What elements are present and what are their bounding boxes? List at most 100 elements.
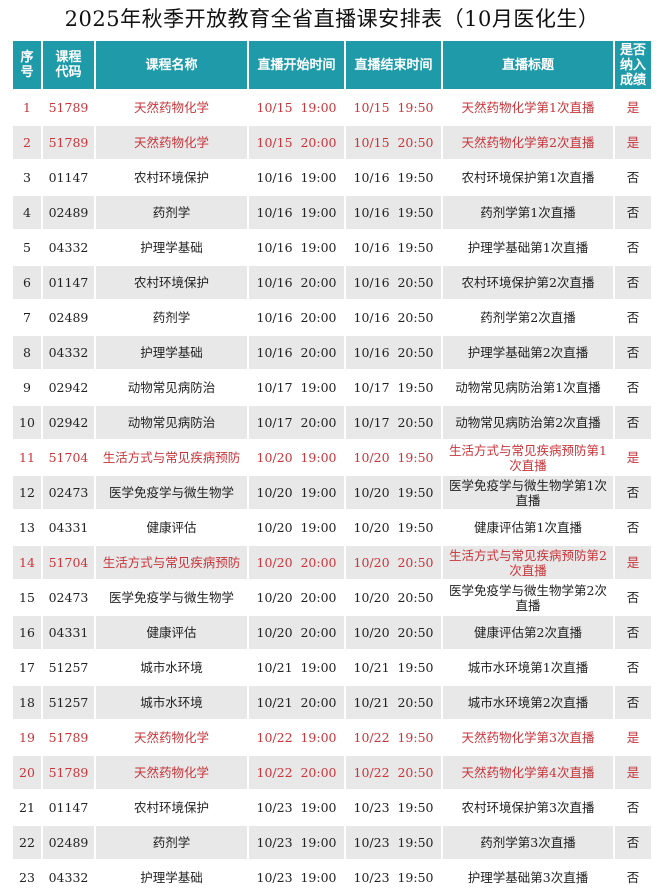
cell-live-title: 药剂学第2次直播 <box>443 301 613 334</box>
cell-end-time: 10/23 19:50 <box>346 861 441 894</box>
header-graded-line: 是否 <box>619 42 646 58</box>
cell-code: 02489 <box>43 826 94 859</box>
cell-graded: 否 <box>615 231 651 264</box>
cell-course-name: 农村环境保护 <box>96 266 247 299</box>
cell-live-title: 城市水环境第2次直播 <box>443 686 613 719</box>
cell-live-title: 天然药物化学第3次直播 <box>443 721 613 754</box>
cell-code: 02942 <box>43 371 94 404</box>
table-row: 7 02489 药剂学 10/16 20:00 10/16 20:50 药剂学第2次直播否 <box>13 301 651 334</box>
cell-graded: 是 <box>615 126 651 159</box>
cell-end-time: 10/20 20:50 <box>346 616 441 649</box>
cell-live-title: 护理学基础第1次直播 <box>443 231 613 264</box>
cell-seq: 21 <box>13 791 41 824</box>
cell-end-time: 10/16 19:50 <box>346 196 441 229</box>
cell-code: 04332 <box>43 231 94 264</box>
cell-graded: 否 <box>615 861 651 894</box>
schedule-table: 序号 课程代码 课程名称 直播开始时间 直播结束时间 直播标题 是否 纳入 成绩 1… <box>11 39 653 896</box>
table-row: 16 04331 健康评估 10/20 20:00 10/20 20:50 健康评估第2次… <box>13 616 651 649</box>
cell-live-title: 护理学基础第3次直播 <box>443 861 613 894</box>
cell-seq: 14 <box>13 546 41 579</box>
cell-seq: 2 <box>13 126 41 159</box>
cell-graded: 否 <box>615 511 651 544</box>
cell-start-time: 10/20 19:00 <box>249 511 344 544</box>
table-row: 12 02473 医学免疫学与微生物学 10/20 19:00 10/20 19:50 医… <box>13 476 651 509</box>
table-row: 23 04332 护理学基础 10/23 19:00 10/23 19:50 护理学基础第… <box>13 861 651 894</box>
cell-end-time: 10/20 19:50 <box>346 441 441 474</box>
cell-code: 01147 <box>43 791 94 824</box>
table-row: 20 51789 天然药物化学 10/22 20:00 10/22 20:50 天然药物化… <box>13 756 651 789</box>
cell-code: 02473 <box>43 476 94 509</box>
table-row: 11 51704 生活方式与常见疾病预防 10/20 19:00 10/20 19:50… <box>13 441 651 474</box>
cell-live-title: 医学免疫学与微生物学第1次直播 <box>443 476 613 509</box>
cell-graded: 是 <box>615 441 651 474</box>
cell-live-title: 动物常见病防治第1次直播 <box>443 371 613 404</box>
header-graded-line: 成绩 <box>619 72 646 88</box>
cell-start-time: 10/16 20:00 <box>249 266 344 299</box>
cell-seq: 17 <box>13 651 41 684</box>
cell-graded: 否 <box>615 161 651 194</box>
cell-graded: 否 <box>615 406 651 439</box>
cell-graded: 是 <box>615 546 651 579</box>
cell-code: 51789 <box>43 756 94 789</box>
cell-live-title: 健康评估第1次直播 <box>443 511 613 544</box>
cell-end-time: 10/15 19:50 <box>346 91 441 124</box>
cell-start-time: 10/16 19:00 <box>249 196 344 229</box>
cell-end-time: 10/16 20:50 <box>346 336 441 369</box>
cell-end-time: 10/17 20:50 <box>346 406 441 439</box>
cell-code: 04332 <box>43 336 94 369</box>
cell-code: 51789 <box>43 91 94 124</box>
cell-live-title: 农村环境保护第3次直播 <box>443 791 613 824</box>
header-graded-line: 纳入 <box>619 57 646 73</box>
header-end: 直播结束时间 <box>346 41 441 89</box>
table-row: 5 04332 护理学基础 10/16 19:00 10/16 19:50 护理学基础第1… <box>13 231 651 264</box>
cell-start-time: 10/15 19:00 <box>249 91 344 124</box>
cell-live-title: 医学免疫学与微生物学第2次直播 <box>443 581 613 614</box>
cell-course-name: 药剂学 <box>96 826 247 859</box>
cell-graded: 否 <box>615 196 651 229</box>
header-seq: 序号 <box>13 41 41 89</box>
cell-graded: 否 <box>615 336 651 369</box>
cell-course-name: 天然药物化学 <box>96 756 247 789</box>
cell-course-name: 护理学基础 <box>96 336 247 369</box>
cell-code: 51789 <box>43 126 94 159</box>
cell-graded: 否 <box>615 371 651 404</box>
table-row: 13 04331 健康评估 10/20 19:00 10/20 19:50 健康评估第1次… <box>13 511 651 544</box>
cell-graded: 否 <box>615 651 651 684</box>
cell-course-name: 健康评估 <box>96 616 247 649</box>
cell-start-time: 10/20 19:00 <box>249 476 344 509</box>
header-seq-line: 序 <box>20 50 34 65</box>
cell-live-title: 农村环境保护第2次直播 <box>443 266 613 299</box>
cell-seq: 3 <box>13 161 41 194</box>
cell-seq: 9 <box>13 371 41 404</box>
cell-end-time: 10/23 19:50 <box>346 826 441 859</box>
cell-live-title: 生活方式与常见疾病预防第1次直播 <box>443 441 613 474</box>
table-row: 18 51257 城市水环境 10/21 20:00 10/21 20:50 城市水环境第… <box>13 686 651 719</box>
cell-course-name: 医学免疫学与微生物学 <box>96 476 247 509</box>
table-row: 2 51789 天然药物化学 10/15 20:00 10/15 20:50 天然药物化学… <box>13 126 651 159</box>
cell-graded: 否 <box>615 826 651 859</box>
header-row: 序号 课程代码 课程名称 直播开始时间 直播结束时间 直播标题 是否 纳入 成绩 <box>13 41 651 89</box>
cell-start-time: 10/20 20:00 <box>249 581 344 614</box>
cell-code: 02489 <box>43 196 94 229</box>
cell-end-time: 10/23 19:50 <box>346 791 441 824</box>
cell-start-time: 10/15 20:00 <box>249 126 344 159</box>
cell-end-time: 10/20 19:50 <box>346 511 441 544</box>
cell-seq: 16 <box>13 616 41 649</box>
cell-live-title: 护理学基础第2次直播 <box>443 336 613 369</box>
cell-start-time: 10/20 20:00 <box>249 546 344 579</box>
cell-end-time: 10/20 20:50 <box>346 581 441 614</box>
cell-live-title: 天然药物化学第4次直播 <box>443 756 613 789</box>
cell-graded: 是 <box>615 721 651 754</box>
cell-graded: 是 <box>615 91 651 124</box>
cell-end-time: 10/17 19:50 <box>346 371 441 404</box>
cell-end-time: 10/15 20:50 <box>346 126 441 159</box>
cell-seq: 6 <box>13 266 41 299</box>
table-row: 15 02473 医学免疫学与微生物学 10/20 20:00 10/20 20:50 医… <box>13 581 651 614</box>
cell-code: 01147 <box>43 266 94 299</box>
table-row: 22 02489 药剂学 10/23 19:00 10/23 19:50 药剂学第3次直播… <box>13 826 651 859</box>
cell-live-title: 药剂学第1次直播 <box>443 196 613 229</box>
cell-end-time: 10/16 19:50 <box>346 161 441 194</box>
cell-course-name: 护理学基础 <box>96 231 247 264</box>
cell-end-time: 10/22 20:50 <box>346 756 441 789</box>
header-graded: 是否 纳入 成绩 <box>615 41 651 89</box>
